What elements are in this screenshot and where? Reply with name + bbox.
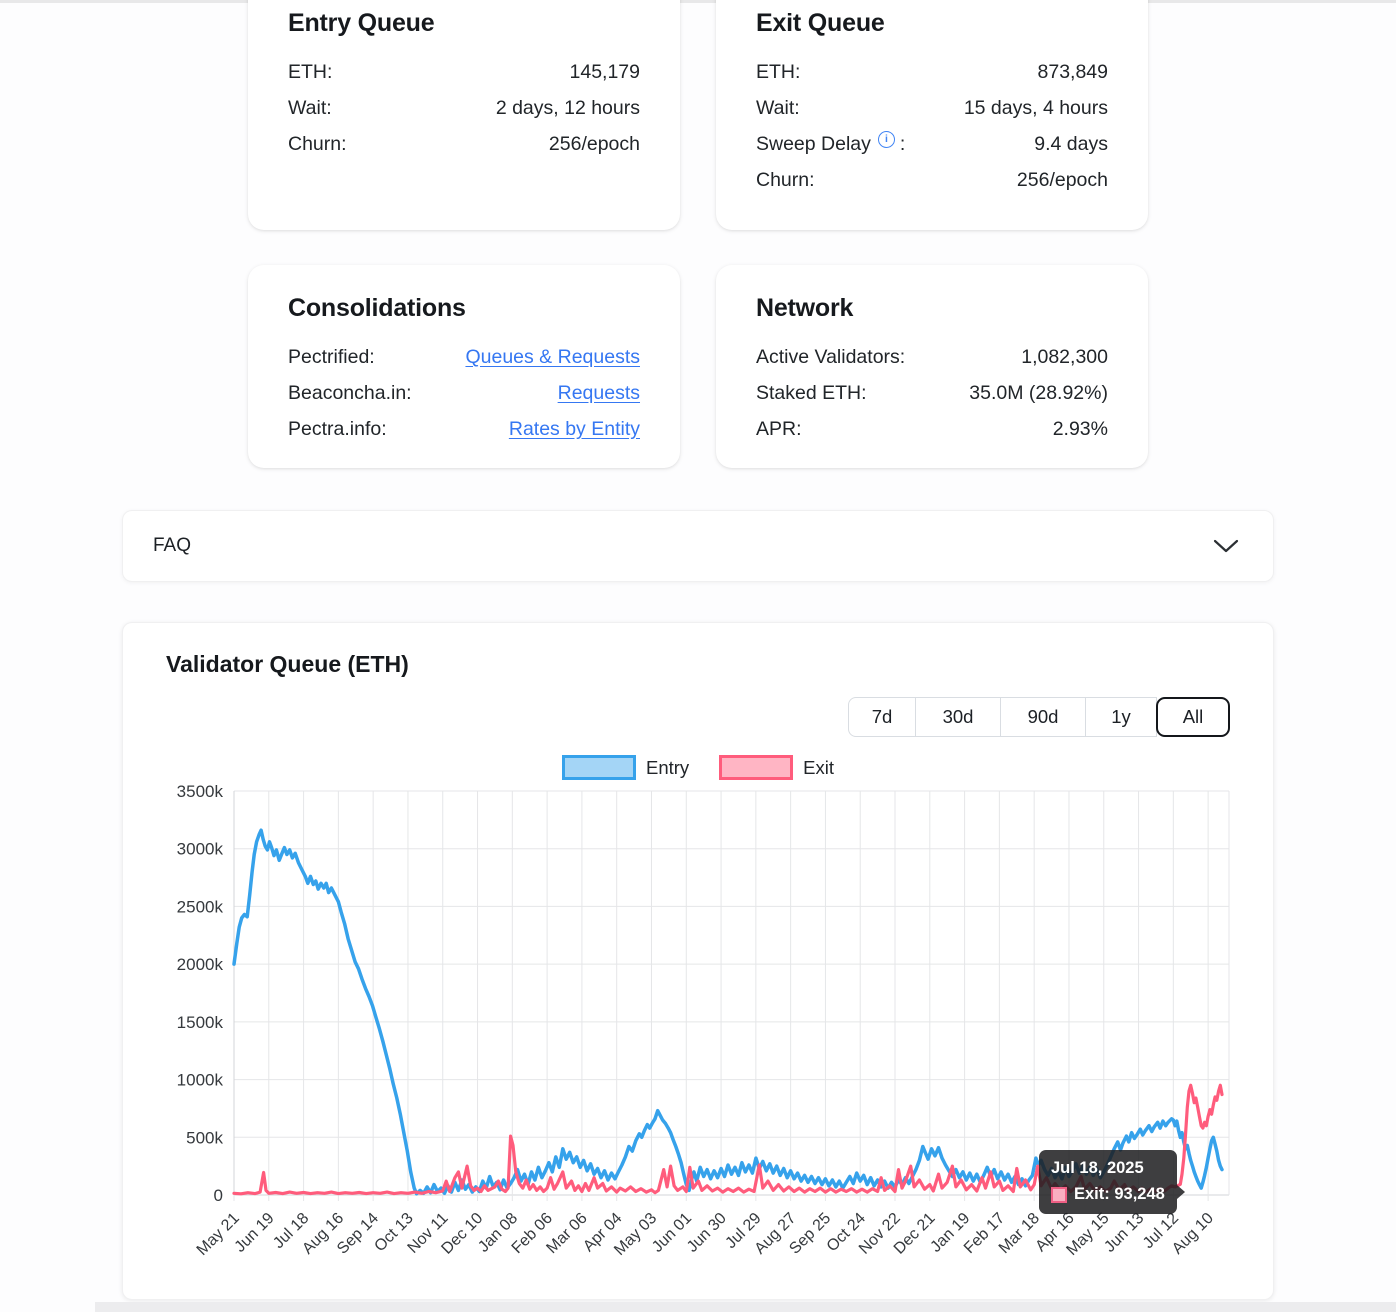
consolidations-title: Consolidations <box>288 294 466 322</box>
legend-item-entry[interactable]: Entry <box>561 755 690 780</box>
entry-queue-card: Entry Queue ETH: 145,179 Wait: 2 days, 1… <box>248 0 680 230</box>
tooltip-exit-swatch <box>1051 1186 1067 1203</box>
range-button-30d[interactable]: 30d <box>915 697 1001 737</box>
exit-wait-value: 15 days, 4 hours <box>963 97 1108 119</box>
exit-wait-label: Wait: <box>756 97 800 119</box>
queue-line-chart[interactable]: 3500k 3000k 2500k 2000k 1500k 1000k 500k 0 May 2… <box>123 753 1275 1293</box>
active-validators-value: 1,082,300 <box>1021 346 1108 368</box>
y-axis-tick-label: 500k <box>186 1128 223 1147</box>
pectrified-label: Pectrified: <box>288 346 375 368</box>
range-button-group: 7d 30d 90d 1y All <box>848 697 1230 737</box>
y-axis-tick-label: 3500k <box>177 782 224 801</box>
pectra-info-label: Pectra.info: <box>288 418 387 440</box>
pectra-info-row: Pectra.info: Rates by Entity <box>288 411 640 447</box>
exit-legend-label: Exit <box>803 756 835 778</box>
entry-eth-value: 145,179 <box>569 61 641 83</box>
exit-sweep-label: Sweep Delay <box>756 133 871 155</box>
network-title: Network <box>756 294 854 322</box>
entry-legend-swatch <box>561 755 636 780</box>
entry-wait-label: Wait: <box>288 97 332 119</box>
exit-queue-title: Exit Queue <box>756 9 885 37</box>
info-icon[interactable]: i <box>877 131 895 148</box>
staked-eth-row: Staked ETH: 35.0M (28.92%) <box>756 375 1108 411</box>
entry-queue-title: Entry Queue <box>288 9 435 37</box>
apr-row: APR: 2.93% <box>756 411 1108 447</box>
active-validators-label: Active Validators: <box>756 346 906 368</box>
staked-eth-label: Staked ETH: <box>756 382 867 404</box>
y-axis-tick-label: 1500k <box>177 1013 224 1032</box>
entry-eth-label: ETH: <box>288 61 333 83</box>
range-button-1y[interactable]: 1y <box>1085 697 1157 737</box>
exit-sweep-colon: : <box>899 133 906 155</box>
exit-wait-row: Wait: 15 days, 4 hours <box>756 90 1108 126</box>
beaconchain-row: Beaconcha.in: Requests <box>288 375 640 411</box>
top-divider <box>0 0 1396 3</box>
staked-eth-value: 35.0M (28.92%) <box>969 382 1108 404</box>
y-axis-tick-label: 0 <box>214 1186 223 1205</box>
range-button-90d[interactable]: 90d <box>1000 697 1086 737</box>
exit-eth-row: ETH: 873,849 <box>756 54 1108 90</box>
bottom-edge <box>95 1302 1396 1312</box>
exit-churn-row: Churn: 256/epoch <box>756 162 1108 198</box>
entry-churn-value: 256/epoch <box>548 133 640 155</box>
faq-accordion[interactable]: FAQ <box>122 510 1274 582</box>
entry-series-line <box>232 828 1224 1196</box>
y-axis-tick-label: 1000k <box>177 1071 224 1090</box>
exit-queue-card: Exit Queue ETH: 873,849 Wait: 15 days, 4… <box>716 0 1148 230</box>
entry-wait-row: Wait: 2 days, 12 hours <box>288 90 640 126</box>
tooltip-date: Jul 18, 2025 <box>1051 1159 1144 1177</box>
apr-value: 2.93% <box>1052 418 1108 440</box>
y-axis-tick-label: 2500k <box>177 897 224 916</box>
exit-eth-label: ETH: <box>756 61 801 83</box>
chevron-down-icon <box>1213 539 1239 553</box>
consolidations-card: Consolidations Pectrified: Queues & Requ… <box>248 265 680 468</box>
tooltip-value: Exit: 93,248 <box>1074 1185 1165 1203</box>
exit-sweep-row: Sweep Delay i: 9.4 days <box>756 126 1108 162</box>
entry-wait-value: 2 days, 12 hours <box>495 97 640 119</box>
legend-item-exit[interactable]: Exit <box>719 755 834 780</box>
apr-label: APR: <box>756 418 802 440</box>
main-content: Entry Queue ETH: 145,179 Wait: 2 days, 1… <box>122 0 1274 1300</box>
x-axis-tick-label: Jun 19 <box>232 1210 278 1256</box>
pectrified-row: Pectrified: Queues & Requests <box>288 339 640 375</box>
entry-eth-row: ETH: 145,179 <box>288 54 640 90</box>
queue-cards-row: Entry Queue ETH: 145,179 Wait: 2 days, 1… <box>122 0 1274 230</box>
faq-label: FAQ <box>153 535 192 556</box>
exit-churn-value: 256/epoch <box>1016 169 1108 191</box>
validator-queue-chart-card: Validator Queue (ETH) 7d 30d 90d 1y All Entr… <box>122 622 1274 1300</box>
entry-legend-label: Entry <box>645 756 690 778</box>
exit-sweep-value: 9.4 days <box>1034 133 1108 155</box>
chart-title: Validator Queue (ETH) <box>166 651 409 677</box>
range-button-all[interactable]: All <box>1156 697 1230 737</box>
entry-churn-row: Churn: 256/epoch <box>288 126 640 162</box>
chart-legend: Entry Exit <box>123 755 1273 780</box>
pectra-info-link[interactable]: Rates by Entity <box>508 418 640 440</box>
exit-legend-swatch <box>719 755 794 780</box>
entry-churn-label: Churn: <box>288 133 347 155</box>
active-validators-row: Active Validators: 1,082,300 <box>756 339 1108 375</box>
exit-eth-value: 873,849 <box>1037 61 1109 83</box>
exit-sweep-label-group: Sweep Delay i: <box>756 126 905 162</box>
x-axis-tick-label: Jun 30 <box>684 1210 730 1256</box>
info-cards-row: Consolidations Pectrified: Queues & Requ… <box>122 265 1274 468</box>
network-card: Network Active Validators: 1,082,300 Sta… <box>716 265 1148 468</box>
tooltip-value-row: Exit: 93,248 <box>1051 1185 1165 1204</box>
y-axis-tick-label: 3000k <box>177 840 224 859</box>
pectrified-link[interactable]: Queues & Requests <box>465 346 640 368</box>
x-axis-tick-label: Jun 13 <box>1101 1210 1147 1256</box>
exit-churn-label: Churn: <box>756 169 815 191</box>
y-axis-tick-label: 2000k <box>177 955 224 974</box>
x-axis-tick-label: May 21 <box>194 1210 243 1259</box>
range-button-7d[interactable]: 7d <box>848 697 916 737</box>
chart-tooltip: Jul 18, 2025 Exit: 93,248 <box>1039 1150 1185 1214</box>
beaconchain-link[interactable]: Requests <box>557 382 640 404</box>
beaconchain-label: Beaconcha.in: <box>288 382 412 404</box>
